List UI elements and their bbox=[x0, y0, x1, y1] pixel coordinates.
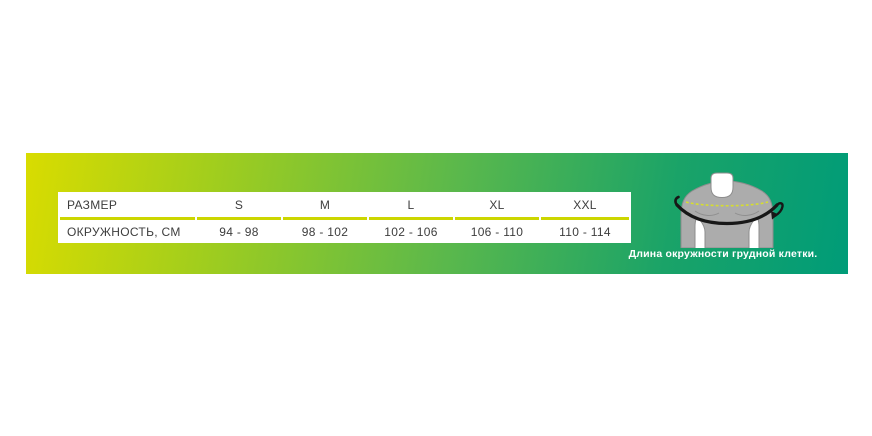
col-header-s: S bbox=[197, 192, 281, 220]
col-header-xxl: XXL bbox=[541, 192, 629, 220]
table-header-row: РАЗМЕР S M L XL XXL bbox=[60, 192, 629, 220]
value-s: 94 - 98 bbox=[197, 220, 281, 243]
value-xl: 106 - 110 bbox=[455, 220, 539, 243]
figure-caption: Длина окружности грудной клетки. bbox=[628, 248, 818, 260]
row-label-circumference: ОКРУЖНОСТЬ, СМ bbox=[60, 220, 195, 243]
col-header-l: L bbox=[369, 192, 453, 220]
value-xxl: 110 - 114 bbox=[541, 220, 629, 243]
size-table-grid: РАЗМЕР S M L XL XXL ОКРУЖНОСТЬ, СМ 94 - … bbox=[58, 192, 631, 243]
value-l: 102 - 106 bbox=[369, 220, 453, 243]
col-header-m: M bbox=[283, 192, 367, 220]
value-m: 98 - 102 bbox=[283, 220, 367, 243]
torso-with-measuring-band-icon bbox=[674, 172, 784, 248]
table-value-row: ОКРУЖНОСТЬ, СМ 94 - 98 98 - 102 102 - 10… bbox=[60, 220, 629, 243]
row-label-size: РАЗМЕР bbox=[60, 192, 195, 220]
size-table: РАЗМЕР S M L XL XXL ОКРУЖНОСТЬ, СМ 94 - … bbox=[58, 192, 631, 243]
col-header-xl: XL bbox=[455, 192, 539, 220]
